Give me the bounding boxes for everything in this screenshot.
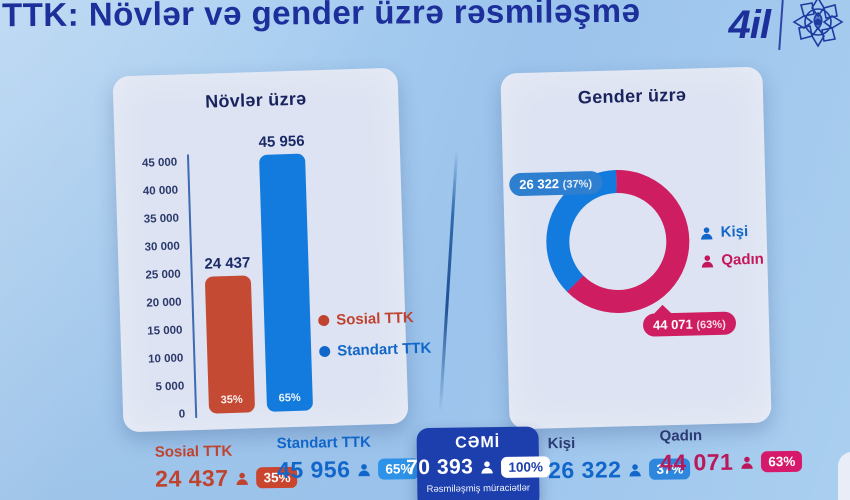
percent-badge: 100%	[501, 455, 551, 478]
total-title: CƏMİ	[455, 433, 501, 452]
person-icon	[236, 472, 249, 485]
legend-item-qadin: Qadın	[699, 251, 764, 270]
total-card: CƏMİ 70 393 100% Rəsmiləşmiş müraciətlər	[406, 426, 551, 500]
summary-sosial-ttk: Sosial TTK 24 437 35%	[155, 442, 298, 493]
total-caption: Rəsmiləşmiş müraciətlər	[426, 482, 531, 496]
stat-value: 44 071	[659, 448, 734, 476]
percent-badge: 63%	[761, 450, 803, 473]
brand-block: 4il	[729, 0, 844, 54]
legend-item-kisi: Kişi	[698, 223, 763, 242]
gender-legend: Kişi Qadın	[698, 223, 764, 281]
stat-value: 45 956	[276, 456, 351, 484]
total-value: 70 393	[406, 455, 474, 480]
person-icon	[358, 463, 371, 476]
female-person-icon	[701, 254, 714, 268]
4il-anniversary-logo: 4il	[728, 2, 771, 47]
partial-card-edge	[838, 452, 850, 500]
stat-label: Standart TTK	[276, 433, 371, 453]
gender-chart-panel: Gender üzrə 26 322 (37%) 44 071 (63%) Ki…	[500, 66, 772, 430]
gender-donut-chart	[546, 169, 690, 313]
header: TTK: Növlər və gender üzrə rəsmiləşmə 4i…	[0, 0, 850, 54]
male-person-icon	[701, 226, 713, 240]
stat-label: Qadın	[659, 427, 703, 445]
person-icon	[741, 456, 754, 469]
stat-value: 26 322	[547, 456, 622, 484]
summary-qadin: Qadın 44 071 63%	[660, 426, 803, 477]
person-icon	[629, 463, 642, 476]
person-icon	[481, 461, 494, 474]
summary-kisi: Kişi 26 322 37%	[548, 433, 691, 484]
summary-standart-ttk: Standart TTK 45 956 65%	[277, 433, 420, 484]
agency-emblem-icon	[792, 0, 844, 48]
stat-value: 24 437	[154, 464, 229, 492]
